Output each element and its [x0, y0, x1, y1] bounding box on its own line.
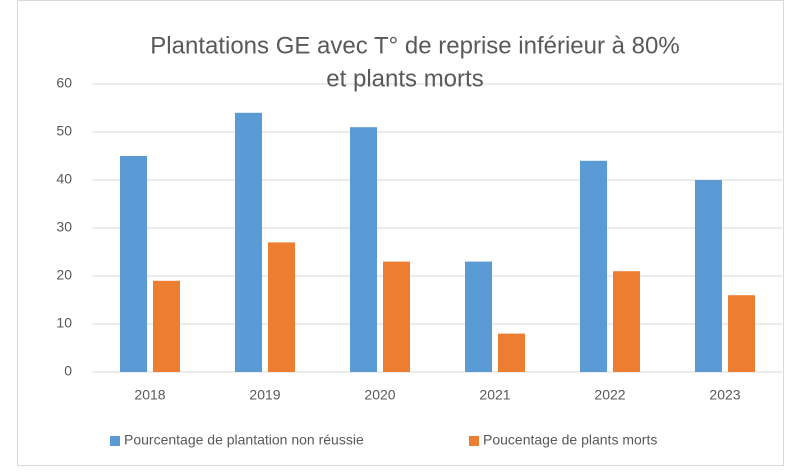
x-tick-label: 2019	[249, 387, 280, 403]
bar	[383, 261, 410, 372]
x-tick-label: 2022	[594, 387, 625, 403]
y-tick-label: 0	[64, 363, 72, 379]
bar	[613, 271, 640, 372]
x-tick-label: 2021	[479, 387, 510, 403]
legend-swatch	[110, 436, 120, 446]
bar	[465, 261, 492, 372]
legend-label: Poucentage de plants morts	[483, 432, 657, 448]
y-tick-label: 50	[56, 123, 72, 139]
y-tick-label: 10	[56, 315, 72, 331]
x-tick-label: 2023	[709, 387, 740, 403]
bar	[580, 160, 607, 372]
y-tick-label: 30	[56, 219, 72, 235]
y-tick-label: 60	[56, 75, 72, 91]
bar	[268, 242, 295, 372]
y-tick-label: 40	[56, 171, 72, 187]
legend-swatch	[469, 436, 479, 446]
bar	[728, 295, 755, 372]
bar	[695, 180, 722, 372]
bar	[120, 156, 147, 372]
legend-label: Pourcentage de plantation non réussie	[124, 432, 364, 448]
y-tick-label: 20	[56, 267, 72, 283]
chart-title: et plants morts	[326, 65, 483, 92]
bar	[498, 333, 525, 372]
chart-title: Plantations GE avec T° de reprise inféri…	[150, 32, 679, 59]
bar	[235, 112, 262, 373]
bar	[153, 280, 180, 372]
x-tick-label: 2018	[134, 387, 165, 403]
bar	[350, 127, 377, 372]
x-tick-label: 2020	[364, 387, 395, 403]
